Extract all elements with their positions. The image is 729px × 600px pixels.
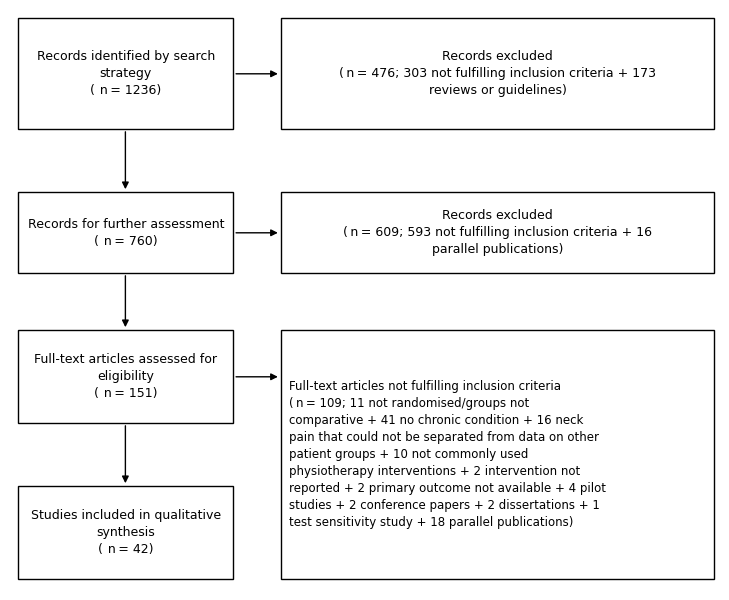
Text: Records for further assessment
(  n = 760): Records for further assessment ( n = 760… (28, 217, 224, 247)
Bar (281, 330, 714, 579)
Text: Studies included in qualitative
synthesis
(  n = 42): Studies included in qualitative synthesi… (31, 509, 221, 556)
Bar (18, 330, 233, 423)
Text: Full-text articles assessed for
eligibility
(  n = 151): Full-text articles assessed for eligibil… (34, 353, 217, 400)
Text: Full-text articles not fulfilling inclusion criteria
( n = 109; 11 not randomise: Full-text articles not fulfilling inclus… (289, 380, 607, 529)
Bar (18, 18, 233, 129)
Text: Records excluded
( n = 476; 303 not fulfilling inclusion criteria + 173
reviews : Records excluded ( n = 476; 303 not fulf… (339, 50, 656, 97)
Text: Records identified by search
strategy
(  n = 1236): Records identified by search strategy ( … (36, 50, 215, 97)
Text: Records excluded
( n = 609; 593 not fulfilling inclusion criteria + 16
parallel : Records excluded ( n = 609; 593 not fulf… (343, 209, 652, 256)
Bar (18, 486, 233, 579)
Bar (281, 18, 714, 129)
Bar (281, 192, 714, 273)
Bar (18, 192, 233, 273)
